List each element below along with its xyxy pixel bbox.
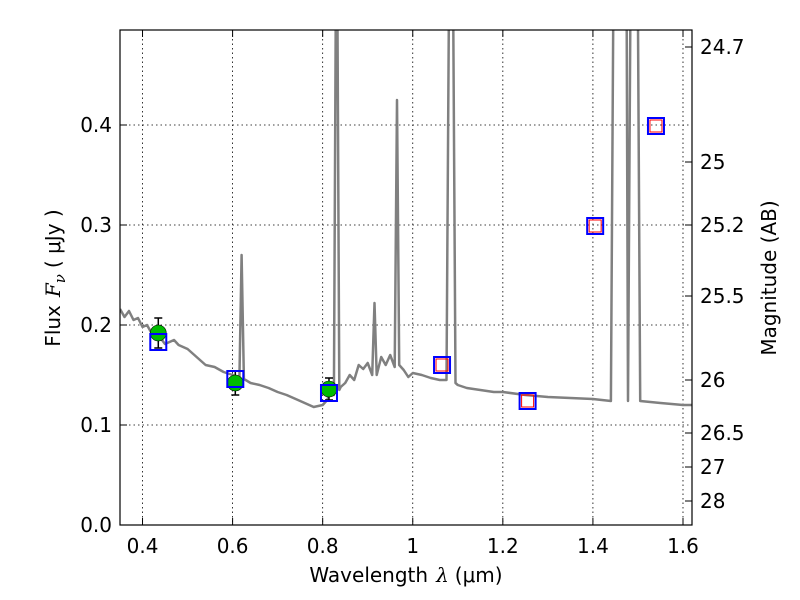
y-tick-label: 0.3 <box>80 213 112 237</box>
predicted-point-marker <box>588 219 602 233</box>
x-tick-label: 0.4 <box>127 534 159 558</box>
x-tick-label: 0.6 <box>217 534 249 558</box>
y-tick-label: 0.4 <box>80 113 112 137</box>
y-axis-unit: ( μJy ) <box>41 209 65 268</box>
x-axis-label: Wavelength <box>309 563 428 587</box>
plot-area <box>120 30 692 409</box>
y2-tick-label: 24.7 <box>700 35 745 59</box>
x-axis-title: Wavelength λ (μm) <box>309 563 502 587</box>
model-photometry-marker <box>586 217 605 235</box>
predicted-point-marker <box>649 119 663 133</box>
x-tick-label: 0.8 <box>307 534 339 558</box>
x-tick-label: 1 <box>406 534 419 558</box>
y-axis-label: Flux <box>41 305 65 347</box>
sed-model-line <box>120 30 692 409</box>
grid <box>120 30 692 526</box>
y2-tick-label: 25.5 <box>700 284 745 308</box>
observed-photometry-marker <box>227 374 244 392</box>
x-tick-label: 1.2 <box>487 534 519 558</box>
y2-tick-label: 25.2 <box>700 213 745 237</box>
y2-axis-title: Magnitude (AB) <box>757 200 781 355</box>
axis-ticks: 0.4 0.6 0.8 1 1.2 1.4 1.6 0.0 0.1 0.2 0.3 0.4 24.7 25… <box>80 30 745 558</box>
y-tick-label: 0.2 <box>80 313 112 337</box>
y-tick-label: 0.1 <box>80 413 112 437</box>
y2-tick-label: 26.5 <box>700 421 745 445</box>
plot-frame <box>119 29 693 526</box>
y2-tick-label: 25 <box>700 150 725 174</box>
x-axis-symbol: λ <box>435 563 449 587</box>
model-photometry-marker <box>319 384 338 402</box>
observed-photometry-marker <box>320 380 338 398</box>
model-photometry-marker <box>226 370 245 388</box>
x-axis-unit: (μm) <box>455 563 503 587</box>
model-photometry-marker <box>518 392 537 410</box>
predicted-point-marker <box>521 394 535 408</box>
y2-tick-label: 28 <box>700 489 725 513</box>
y-tick-label: 0.0 <box>80 513 112 537</box>
y-axis-title: Flux Fν ( μJy ) <box>41 209 69 346</box>
x-tick-label: 1.4 <box>577 534 609 558</box>
y-axis-symbol: F <box>41 282 65 298</box>
markers <box>149 117 665 410</box>
model-photometry-marker <box>149 333 168 351</box>
y-axis-subscript: ν <box>51 274 69 283</box>
y2-tick-label: 27 <box>700 455 725 479</box>
model-photometry-marker <box>646 117 665 135</box>
model-photometry-marker <box>433 356 452 374</box>
y2-tick-label: 26 <box>700 368 725 392</box>
predicted-point-marker <box>435 358 449 372</box>
x-tick-label: 1.6 <box>667 534 699 558</box>
